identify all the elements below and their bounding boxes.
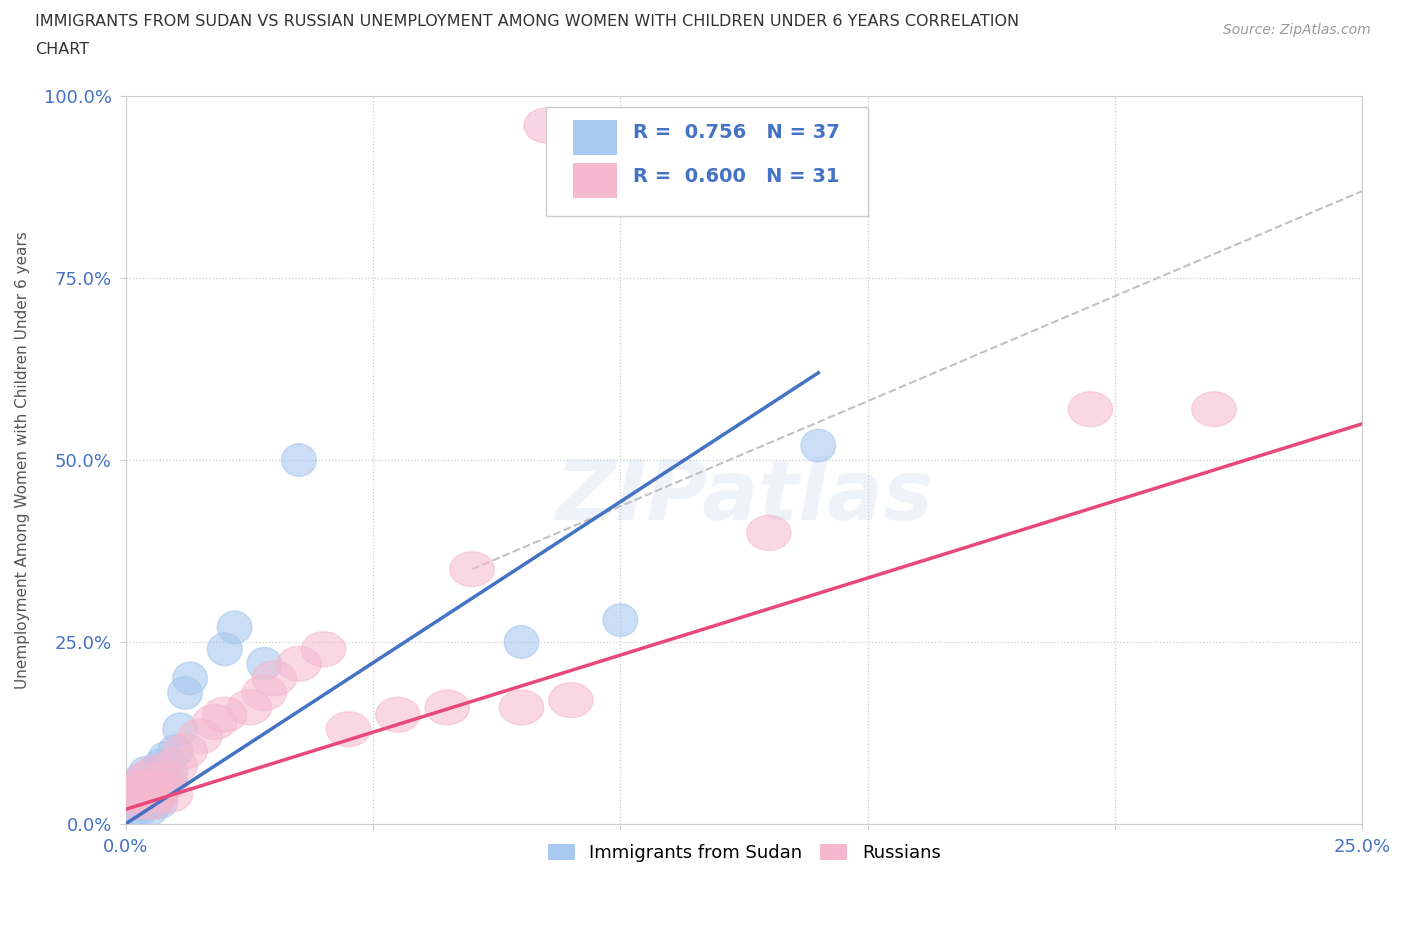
- Ellipse shape: [505, 626, 538, 658]
- Ellipse shape: [114, 786, 148, 818]
- Text: R =  0.756   N = 37: R = 0.756 N = 37: [633, 124, 839, 142]
- Ellipse shape: [277, 646, 321, 682]
- Ellipse shape: [118, 777, 163, 812]
- Ellipse shape: [134, 778, 167, 811]
- Ellipse shape: [134, 755, 177, 790]
- Ellipse shape: [148, 742, 183, 775]
- Ellipse shape: [801, 429, 835, 462]
- Ellipse shape: [114, 785, 157, 819]
- Ellipse shape: [202, 698, 247, 732]
- Bar: [574, 164, 617, 198]
- Ellipse shape: [153, 756, 187, 790]
- Ellipse shape: [134, 777, 177, 812]
- Ellipse shape: [247, 647, 281, 680]
- Bar: [574, 120, 617, 154]
- Text: R =  0.600   N = 31: R = 0.600 N = 31: [633, 167, 839, 186]
- Ellipse shape: [425, 690, 470, 724]
- Ellipse shape: [281, 444, 316, 476]
- Ellipse shape: [128, 756, 163, 790]
- Ellipse shape: [375, 698, 420, 732]
- Ellipse shape: [450, 551, 495, 587]
- Ellipse shape: [148, 777, 193, 812]
- Ellipse shape: [124, 778, 157, 811]
- Ellipse shape: [157, 735, 193, 767]
- Ellipse shape: [128, 778, 163, 811]
- Ellipse shape: [1069, 392, 1112, 427]
- Ellipse shape: [193, 705, 238, 739]
- Ellipse shape: [128, 786, 163, 818]
- Ellipse shape: [143, 750, 177, 782]
- Ellipse shape: [148, 764, 183, 796]
- Legend: Immigrants from Sudan, Russians: Immigrants from Sudan, Russians: [540, 837, 948, 870]
- Text: ZIPatlas: ZIPatlas: [555, 456, 934, 537]
- Ellipse shape: [134, 793, 167, 826]
- Ellipse shape: [153, 748, 197, 783]
- Ellipse shape: [124, 764, 157, 796]
- Ellipse shape: [134, 764, 167, 796]
- Ellipse shape: [138, 778, 173, 811]
- Ellipse shape: [208, 633, 242, 666]
- Ellipse shape: [114, 778, 148, 811]
- Ellipse shape: [118, 793, 153, 826]
- Ellipse shape: [134, 771, 167, 804]
- Ellipse shape: [143, 771, 177, 804]
- Ellipse shape: [128, 770, 173, 804]
- Ellipse shape: [128, 785, 173, 819]
- Ellipse shape: [603, 604, 638, 636]
- Ellipse shape: [167, 676, 202, 710]
- Ellipse shape: [124, 793, 157, 826]
- Text: CHART: CHART: [35, 42, 89, 57]
- Text: IMMIGRANTS FROM SUDAN VS RUSSIAN UNEMPLOYMENT AMONG WOMEN WITH CHILDREN UNDER 6 : IMMIGRANTS FROM SUDAN VS RUSSIAN UNEMPLO…: [35, 14, 1019, 29]
- Ellipse shape: [138, 770, 183, 804]
- Ellipse shape: [114, 770, 157, 804]
- Ellipse shape: [163, 713, 197, 746]
- Ellipse shape: [138, 756, 173, 790]
- Ellipse shape: [747, 515, 792, 551]
- Ellipse shape: [242, 675, 287, 711]
- Text: Source: ZipAtlas.com: Source: ZipAtlas.com: [1223, 23, 1371, 37]
- Ellipse shape: [108, 777, 153, 812]
- Ellipse shape: [524, 108, 568, 143]
- Ellipse shape: [173, 662, 208, 695]
- Ellipse shape: [326, 711, 371, 747]
- Ellipse shape: [118, 771, 153, 804]
- Ellipse shape: [138, 786, 173, 818]
- Ellipse shape: [252, 661, 297, 696]
- Ellipse shape: [124, 786, 157, 818]
- Ellipse shape: [143, 763, 187, 798]
- Ellipse shape: [499, 690, 544, 724]
- Ellipse shape: [228, 690, 271, 724]
- Ellipse shape: [301, 631, 346, 667]
- Ellipse shape: [118, 786, 153, 818]
- Ellipse shape: [124, 763, 167, 798]
- Ellipse shape: [163, 734, 208, 768]
- Ellipse shape: [177, 719, 222, 754]
- Ellipse shape: [1192, 392, 1236, 427]
- Ellipse shape: [218, 611, 252, 644]
- Ellipse shape: [143, 786, 177, 818]
- Ellipse shape: [548, 683, 593, 718]
- FancyBboxPatch shape: [547, 107, 868, 217]
- Y-axis label: Unemployment Among Women with Children Under 6 years: Unemployment Among Women with Children U…: [15, 232, 30, 689]
- Ellipse shape: [128, 771, 163, 804]
